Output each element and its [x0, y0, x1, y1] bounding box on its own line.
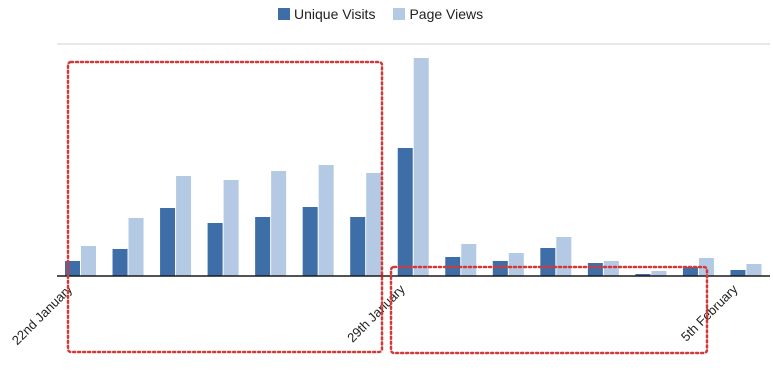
bar-unique-visits-5 — [302, 207, 318, 276]
bar-unique-visits-2 — [160, 208, 176, 276]
legend-item-unique-visits: Unique Visits — [278, 6, 375, 22]
bar-unique-visits-7 — [397, 148, 413, 276]
bar-page-views-6 — [366, 173, 382, 276]
bar-page-views-14 — [746, 264, 762, 276]
bar-page-views-2 — [176, 176, 192, 276]
bar-unique-visits-14 — [730, 270, 746, 276]
bar-page-views-10 — [556, 237, 572, 276]
annotation-box-0 — [66, 60, 384, 354]
bar-page-views-3 — [223, 180, 239, 276]
bar-page-views-7 — [413, 58, 429, 276]
bar-page-views-9 — [508, 253, 524, 276]
bar-page-views-8 — [461, 244, 477, 276]
x-tick-label-2: 5th February — [678, 281, 741, 344]
bar-unique-visits-11 — [587, 263, 603, 276]
bar-unique-visits-12 — [635, 274, 651, 276]
x-tick-label-0: 22nd January — [9, 281, 76, 348]
annotation-box-1 — [389, 265, 709, 355]
chart-legend: Unique Visits Page Views — [278, 6, 501, 22]
legend-item-page-views: Page Views — [393, 6, 483, 22]
bar-page-views-12 — [651, 271, 667, 276]
legend-swatch-page-views — [393, 8, 406, 20]
bar-page-views-5 — [318, 165, 334, 276]
bar-unique-visits-13 — [682, 267, 698, 276]
bar-unique-visits-9 — [492, 261, 508, 276]
bar-unique-visits-6 — [350, 217, 366, 276]
bar-page-views-1 — [128, 218, 144, 276]
bar-page-views-4 — [271, 171, 287, 276]
legend-swatch-unique-visits — [278, 8, 290, 20]
bar-unique-visits-3 — [207, 223, 223, 276]
legend-label-unique-visits: Unique Visits — [294, 6, 376, 22]
x-tick-label-1: 29th January — [344, 281, 408, 345]
bar-page-views-0 — [81, 246, 96, 276]
legend-label-page-views: Page Views — [409, 6, 484, 22]
bar-page-views-11 — [603, 261, 619, 276]
bar-unique-visits-8 — [445, 257, 461, 276]
bar-unique-visits-1 — [112, 249, 128, 276]
bar-unique-visits-4 — [255, 217, 271, 276]
bar-unique-visits-10 — [540, 248, 556, 276]
